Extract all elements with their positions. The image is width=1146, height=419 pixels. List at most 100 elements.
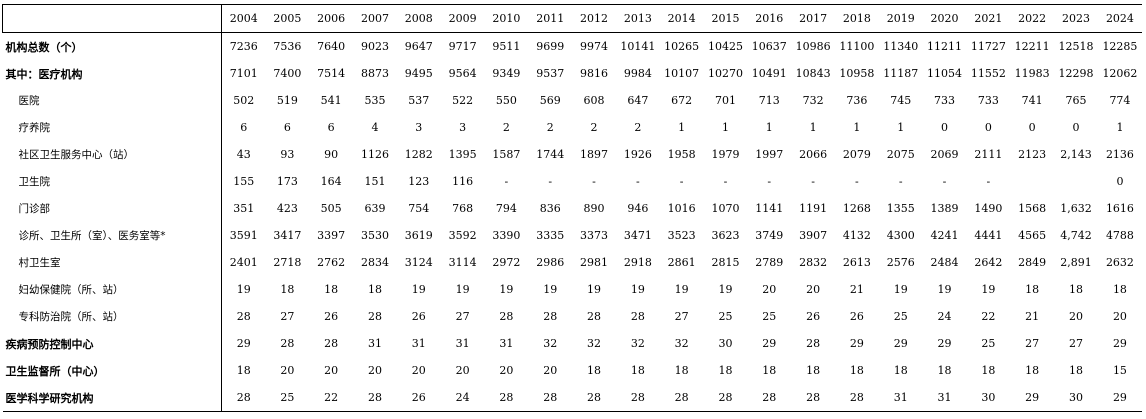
value-cell: 351 [233, 202, 255, 215]
value-cell: 20 [1112, 310, 1127, 323]
value-cell: 116 [452, 175, 474, 188]
value-cell: 10843 [795, 67, 831, 80]
value-cell: 28 [659, 384, 704, 412]
value-cell: 27 [674, 310, 689, 323]
value-cell: 12062 [1102, 67, 1138, 80]
value-cell: 1 [809, 121, 817, 134]
value-cell: 9537 [536, 67, 565, 80]
table-row: 诊所、卫生所（室）、医务室等* 3591 3417 3397 3530 3619 3592 3… [2, 222, 1143, 249]
year-header: 2006 [309, 4, 354, 33]
value-cell: 1490 [974, 202, 1003, 215]
value-cell: 28 [587, 310, 602, 323]
value-cell: 28 [615, 384, 660, 412]
value-cell: 28 [703, 384, 748, 412]
value-cell: 4 [371, 121, 379, 134]
value-cell: 18 [849, 364, 864, 377]
value-cell: 1355 [886, 202, 915, 215]
row-label: 医学科学研究机构 [2, 384, 223, 412]
value-cell: 12285 [1102, 40, 1138, 53]
value-cell: 3373 [580, 229, 609, 242]
value-cell: 32 [543, 337, 558, 350]
year-header: 2022 [1010, 4, 1055, 33]
value-cell: 3623 [711, 229, 740, 242]
value-cell: 2,891 [1060, 256, 1092, 269]
value-cell: 3591 [229, 229, 258, 242]
value-cell: 18 [587, 364, 602, 377]
value-cell: 25 [981, 337, 996, 350]
value-cell: 21 [849, 283, 864, 296]
value-cell: 18 [674, 364, 689, 377]
table-row: 村卫生室 2401 2718 2762 2834 3124 3114 2972 2986 2981… [2, 249, 1143, 276]
value-cell: 0 [1116, 175, 1124, 188]
value-cell: 20 [455, 364, 470, 377]
header-row: 2004 2005 2006 2007 2008 2009 2010 2011 … [1, 4, 1142, 33]
value-cell: 541 [320, 94, 342, 107]
value-cell: 0 [941, 121, 949, 134]
value-cell: 11340 [883, 40, 919, 53]
value-cell: 11211 [927, 40, 963, 53]
value-cell: 0 [1028, 121, 1036, 134]
value-cell: 1568 [1018, 202, 1047, 215]
value-cell: 7536 [273, 40, 302, 53]
value-cell: - [592, 175, 596, 188]
year-header: 2011 [528, 4, 573, 33]
value-cell: 1126 [360, 148, 389, 161]
value-cell: 1 [897, 121, 905, 134]
value-cell: 2111 [974, 148, 1003, 161]
value-cell: 28 [528, 384, 573, 412]
year-header: 2023 [1054, 4, 1098, 33]
value-cell: 4132 [842, 229, 871, 242]
value-cell: 1 [1116, 121, 1124, 134]
value-cell: 1616 [1105, 202, 1134, 215]
value-cell: 3 [459, 121, 467, 134]
year-header: 2016 [747, 4, 792, 33]
value-cell: 18 [1025, 283, 1040, 296]
value-cell: 745 [890, 94, 912, 107]
value-cell [1010, 168, 1054, 195]
value-cell: 1282 [404, 148, 433, 161]
value-cell: 123 [408, 175, 430, 188]
table-row: 妇幼保健院（所、站） 19 18 18 18 19 19 19 19 19 19 19 19 20 20 21… [2, 276, 1143, 303]
row-label: 诊所、卫生所（室）、医务室等* [2, 222, 223, 249]
value-cell: 3749 [755, 229, 784, 242]
value-cell: 27 [1025, 337, 1040, 350]
value-cell: 30 [966, 384, 1011, 412]
value-cell: 2789 [755, 256, 784, 269]
value-cell: 4,742 [1060, 229, 1092, 242]
value-cell: 639 [364, 202, 386, 215]
value-cell: 28 [353, 384, 397, 412]
value-cell: 18 [280, 283, 295, 296]
row-label: 村卫生室 [2, 249, 223, 276]
value-cell: 836 [539, 202, 561, 215]
value-cell: 29 [893, 337, 908, 350]
value-cell: 43 [236, 148, 251, 161]
value-cell: 32 [587, 337, 602, 350]
value-cell: 1587 [492, 148, 521, 161]
value-cell: 2576 [886, 256, 915, 269]
value-cell: 7236 [229, 40, 258, 53]
value-cell: 31 [411, 337, 426, 350]
value-cell: 0 [984, 121, 992, 134]
value-cell: 2815 [711, 256, 740, 269]
value-cell: 30 [1054, 384, 1098, 412]
value-cell: 12518 [1058, 40, 1094, 53]
value-cell: 24 [440, 384, 485, 412]
value-cell: 24 [937, 310, 952, 323]
value-cell: 18 [630, 364, 645, 377]
year-header: 2020 [922, 4, 967, 33]
value-cell: 2832 [799, 256, 828, 269]
value-cell: 30 [718, 337, 733, 350]
value-cell: 10107 [664, 67, 700, 80]
row-label: 卫生院 [2, 168, 223, 195]
value-cell: 2972 [492, 256, 521, 269]
value-cell: 29 [849, 337, 864, 350]
header-corner-cell [1, 4, 223, 33]
year-header: 2012 [572, 4, 616, 33]
value-cell: 19 [499, 283, 514, 296]
value-cell: 25 [893, 310, 908, 323]
year-header: 2021 [966, 4, 1011, 33]
table-row: 其中：医疗机构 7101 7400 7514 8873 9495 9564 9349 9537 9… [2, 60, 1143, 87]
statistics-table-container: 2004 2005 2006 2007 2008 2009 2010 2011 … [1, 4, 1144, 419]
value-cell: 21 [1025, 310, 1040, 323]
value-cell: 28 [236, 310, 251, 323]
